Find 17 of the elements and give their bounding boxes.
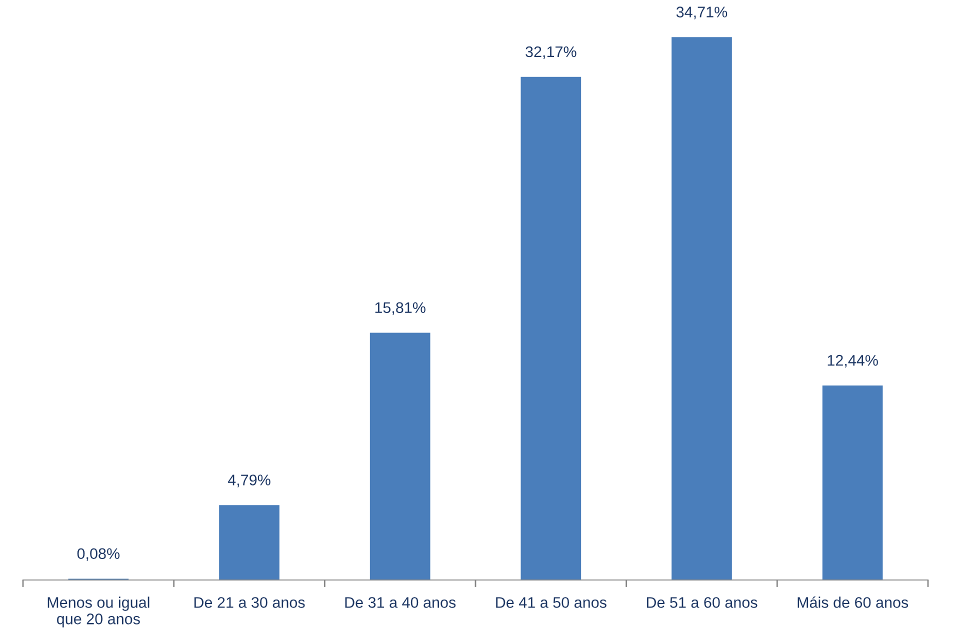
x-tick-label: Máis de 60 anos (798, 596, 908, 608)
data-label: 32,17% (526, 46, 576, 59)
data-label: 4,79% (228, 474, 270, 488)
bar (520, 76, 582, 580)
bar (672, 37, 732, 580)
data-label: 0,08% (77, 548, 120, 561)
bar (370, 332, 430, 580)
x-tick-label: Menos ou igual que 20 anos (48, 596, 150, 628)
data-label: 34,71% (676, 6, 728, 20)
x-tick-label: De 31 a 40 anos (345, 597, 456, 608)
x-tick-label: De 41 a 50 anos (496, 597, 606, 608)
bar (822, 385, 883, 580)
x-tick-label: De 51 a 60 anos (646, 597, 758, 608)
data-label: 12,44% (828, 354, 878, 368)
x-tick-label: De 21 a 30 anos (194, 597, 305, 608)
data-label: 15,81% (375, 302, 426, 315)
bar (219, 505, 280, 580)
